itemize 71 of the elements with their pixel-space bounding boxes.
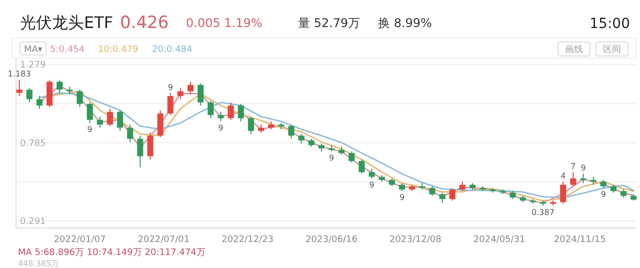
- annotation: 9: [399, 193, 405, 202]
- x-tick-label: 2022/07/01: [138, 235, 190, 245]
- candlestick: [570, 172, 576, 187]
- candlestick: [218, 111, 224, 122]
- annotation: 9: [328, 153, 334, 162]
- y-tick-label: 1.279: [20, 60, 46, 71]
- candlestick: [439, 192, 446, 204]
- candlestick: [459, 181, 466, 192]
- x-tick-label: 2024/11/15: [554, 235, 606, 245]
- x-tick-label: 2024/05/31: [473, 235, 526, 245]
- candlestick: [147, 132, 154, 160]
- candlestick: [368, 168, 375, 179]
- candlestick: [348, 150, 355, 164]
- annotation: 9: [580, 164, 586, 173]
- candlestick: [157, 110, 164, 138]
- candlestick: [177, 88, 184, 100]
- text: 换 8.99%: [378, 16, 432, 30]
- candlestick: [26, 88, 32, 103]
- text: 15:00: [590, 16, 630, 32]
- candlestick: [127, 124, 134, 142]
- candlestick: [117, 110, 124, 132]
- annotation: 9: [600, 190, 606, 199]
- candlestick: [449, 187, 456, 202]
- annotation: 1.183: [8, 70, 31, 79]
- annotation: 4: [560, 172, 566, 181]
- candlestick: [288, 124, 294, 140]
- candlestick: [208, 100, 214, 119]
- candlestick: [56, 80, 63, 94]
- text: 448.385万: [18, 259, 60, 268]
- candlestick: [76, 89, 83, 108]
- candlestick: [86, 102, 93, 124]
- y-tick-label: 0.291: [20, 217, 46, 228]
- candlestick: [137, 135, 144, 168]
- candlestick: [96, 116, 103, 128]
- candlestick: [228, 102, 234, 120]
- candlestick: [429, 186, 436, 196]
- legend-title: MA▾: [24, 45, 43, 55]
- text: MA 5:68.896万 10:74.149万 20:117.474万: [18, 248, 206, 258]
- candlestick: [16, 79, 22, 97]
- candlestick: [238, 103, 244, 122]
- text: 量 52.79万: [298, 16, 360, 30]
- candlestick: [580, 173, 586, 184]
- annotation: 0.387: [532, 208, 554, 217]
- candlestick: [198, 82, 204, 106]
- candlestick: [298, 134, 304, 144]
- annotation: 9: [218, 123, 224, 132]
- candlestick: [248, 116, 254, 135]
- y-tick-label: 0.785: [20, 138, 46, 149]
- candlestick: [188, 81, 194, 95]
- text: 10:0.479: [98, 45, 139, 55]
- x-tick-label: 2022/12/23: [222, 235, 274, 245]
- text: 5:0.454: [50, 45, 85, 55]
- annotation: 9: [369, 180, 374, 190]
- annotation: 9: [168, 82, 173, 92]
- chart-title: 光伏龙头ETF: [20, 13, 114, 32]
- candlestick: [167, 92, 174, 116]
- text: 0.426: [120, 13, 169, 33]
- x-tick-label: 2023/12/08: [389, 235, 442, 245]
- text: 0.005 1.19%: [186, 16, 262, 30]
- candlestick: [106, 108, 114, 127]
- x-tick-label: 2022/01/07: [54, 235, 106, 245]
- x-tick-label: 2023/06/16: [306, 235, 358, 245]
- annotation: 7: [570, 162, 576, 172]
- candlestick: [36, 96, 43, 110]
- text: 画线: [565, 44, 583, 55]
- text: 区间: [603, 44, 621, 55]
- candlestick: [358, 158, 365, 174]
- candlestick: [560, 181, 566, 204]
- annotation: 9: [87, 124, 92, 134]
- candlestick: [46, 80, 53, 108]
- text: 20:0.484: [152, 45, 193, 55]
